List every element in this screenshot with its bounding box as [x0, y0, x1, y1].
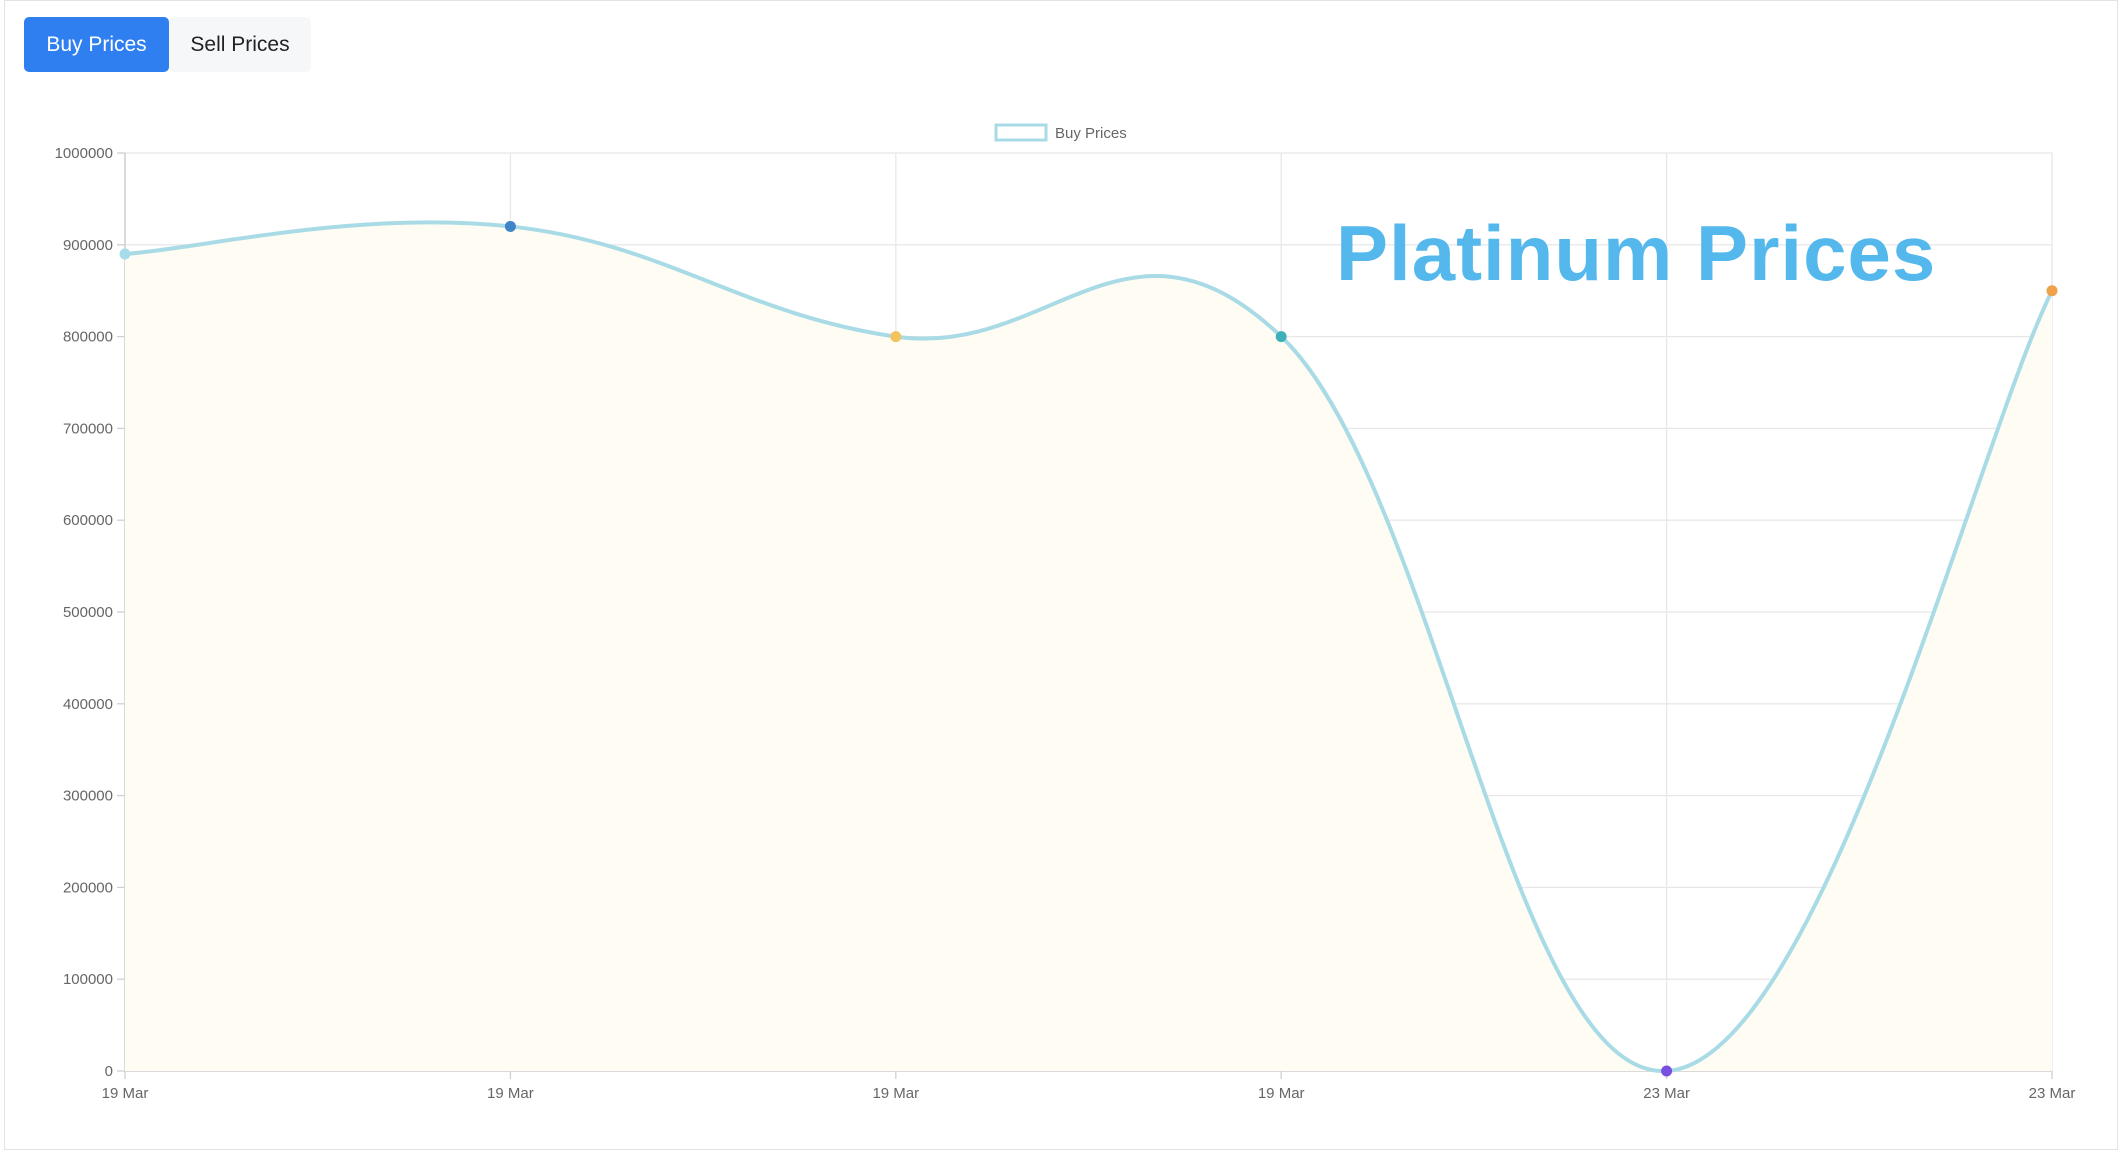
legend-swatch	[994, 123, 1048, 142]
x-tick-label: 19 Mar	[872, 1085, 919, 1102]
chart-overlay-title: Platinum Prices	[1336, 209, 1937, 297]
tab-sell-prices[interactable]: Sell Prices	[169, 17, 311, 72]
x-tick-label: 23 Mar	[1643, 1085, 1690, 1102]
tab-buy-prices[interactable]: Buy Prices	[24, 17, 169, 72]
y-tick-label: 400000	[63, 696, 113, 713]
price-type-tabs: Buy Prices Sell Prices	[24, 17, 311, 72]
data-point	[890, 331, 902, 343]
x-tick-label: 19 Mar	[102, 1085, 149, 1102]
x-tick-label: 23 Mar	[2029, 1085, 2076, 1102]
data-point	[119, 248, 131, 260]
data-point	[504, 220, 516, 232]
y-tick-label: 700000	[63, 420, 113, 437]
data-point	[1661, 1065, 1673, 1077]
data-point	[2046, 285, 2058, 297]
legend-label: Buy Prices	[1055, 125, 1127, 142]
y-tick-label: 200000	[63, 879, 113, 896]
y-tick-label: 100000	[63, 971, 113, 988]
y-tick-label: 900000	[63, 237, 113, 254]
data-point	[1275, 331, 1287, 343]
y-tick-label: 600000	[63, 512, 113, 529]
y-tick-label: 800000	[63, 329, 113, 346]
x-tick-label: 19 Mar	[1258, 1085, 1305, 1102]
series-area-fill	[125, 222, 2052, 1072]
y-tick-label: 0	[105, 1063, 113, 1080]
x-tick-label: 19 Mar	[487, 1085, 534, 1102]
y-tick-label: 300000	[63, 788, 113, 805]
y-tick-label: 500000	[63, 604, 113, 621]
y-tick-label: 1000000	[55, 145, 113, 162]
